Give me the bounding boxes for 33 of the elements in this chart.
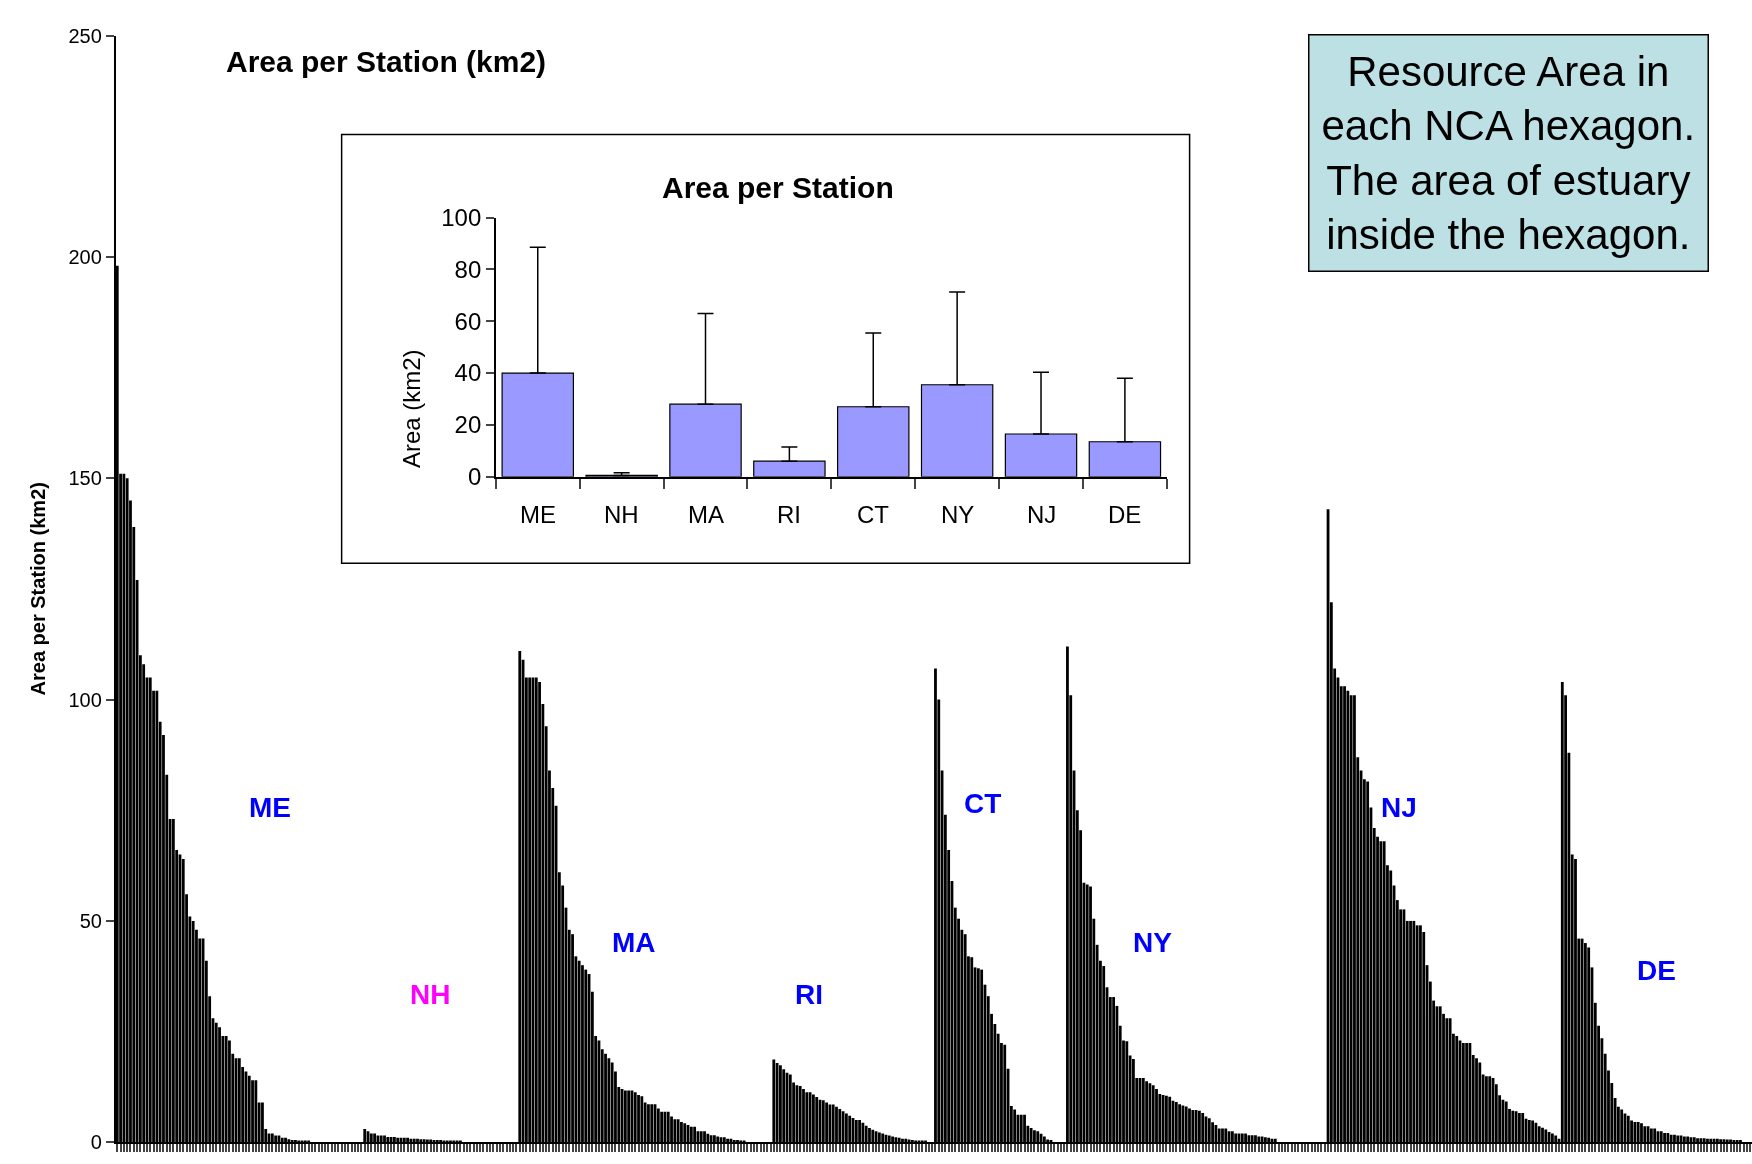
annotation: NH — [410, 979, 451, 1010]
y-tick-label: 100 — [441, 203, 482, 231]
annotation: CT — [964, 788, 1002, 819]
x-tick-label: NH — [604, 501, 639, 528]
x-tick-label: NJ — [1027, 501, 1057, 528]
y-tick-label: 0 — [90, 1131, 102, 1154]
x-tick-label: DE — [1108, 501, 1142, 528]
annotation: MA — [612, 927, 656, 958]
y-tick-label: 20 — [454, 411, 482, 439]
y-tick-label: 0 — [467, 463, 482, 491]
annotation: NY — [1133, 927, 1173, 958]
y-tick-label: 200 — [68, 245, 102, 268]
annotation: RI — [795, 979, 823, 1010]
y-tick-label: 100 — [68, 688, 102, 711]
y-tick-label: 60 — [454, 307, 482, 335]
y-axis-title: Area (km2) — [397, 349, 425, 469]
x-tick-label: RI — [777, 501, 801, 528]
y-tick-label: 40 — [454, 359, 482, 387]
x-tick-label: MA — [688, 501, 724, 528]
chart-title: Area per Station — [662, 171, 894, 204]
annotation: NJ — [1381, 792, 1417, 823]
y-tick-label: 50 — [79, 909, 102, 932]
y-tick-label: 80 — [454, 255, 482, 283]
annotation: DE — [1637, 955, 1676, 986]
x-tick-label: CT — [857, 501, 890, 528]
annotation: Resource Area in each NCA hexagon. The area of estuary inside the hexagon. — [1321, 47, 1696, 259]
y-tick-label: 250 — [68, 24, 102, 47]
x-tick-label: ME — [520, 501, 556, 528]
annotation: ME — [249, 792, 291, 823]
x-tick-label: NY — [941, 501, 975, 528]
y-tick-label: 150 — [68, 467, 102, 490]
chart-title: Area per Station (km2) — [226, 45, 547, 78]
y-axis-title: Area per Station (km2) — [26, 482, 49, 696]
